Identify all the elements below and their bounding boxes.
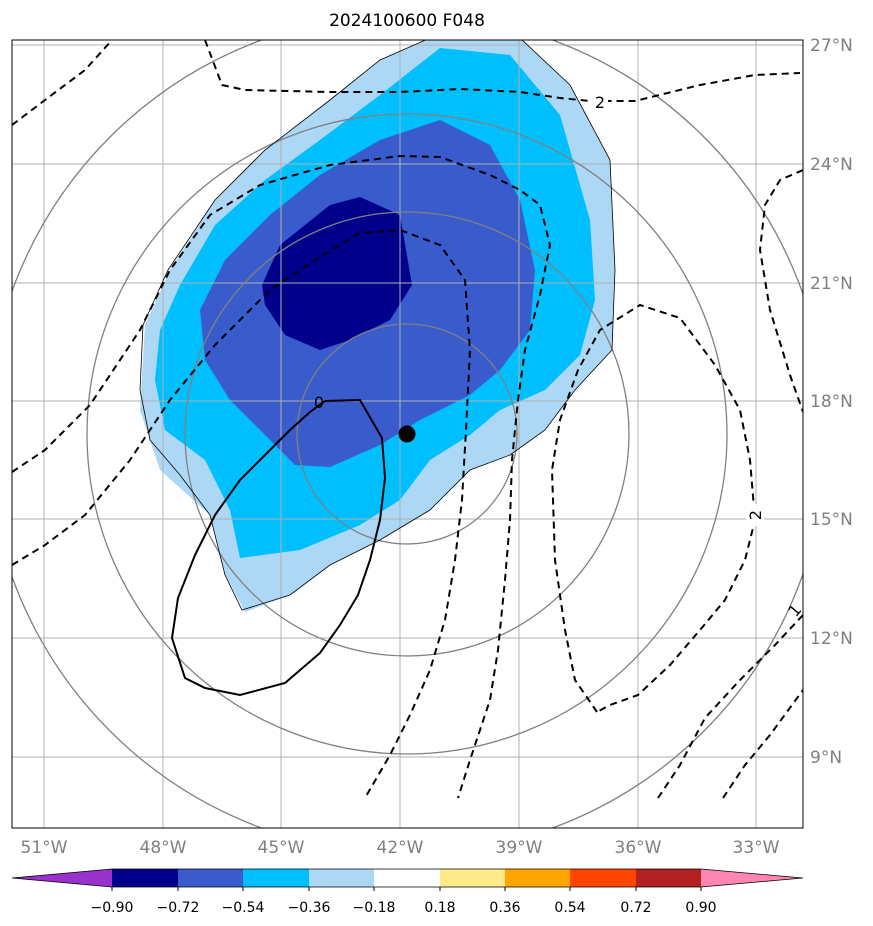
contour-label-two-right: 2 — [746, 510, 765, 520]
colorbar-extend-min — [12, 869, 112, 887]
lon-label: 33°W — [733, 838, 780, 858]
colorbar-tick-label: 0.90 — [685, 900, 716, 916]
colorbar-extend-max — [701, 869, 803, 887]
colorbar-segment — [440, 869, 505, 887]
range-rings — [12, 40, 803, 828]
colorbar-tick-label: −0.54 — [222, 900, 265, 916]
latitude-labels: 27°N 24°N 21°N 18°N 15°N 12°N 9°N — [810, 36, 853, 768]
zero-contour — [170, 398, 387, 697]
lat-label: 12°N — [810, 629, 853, 649]
colorbar-segment — [309, 869, 374, 887]
colorbar-tick-label: −0.36 — [288, 900, 331, 916]
colorbar-segment — [178, 869, 243, 887]
map-frame — [11, 39, 804, 829]
colorbar-tick-label: 0.72 — [620, 900, 651, 916]
lon-label: 48°W — [140, 838, 187, 858]
map-panel: 0 2 2 1 — [12, 40, 805, 828]
contour-label-one-right: 1 — [784, 600, 805, 620]
lat-label: 15°N — [810, 510, 853, 530]
colorbar-tick-label: 0.54 — [554, 900, 585, 916]
colorbar-segment — [636, 869, 701, 887]
colorbar-segment — [374, 869, 440, 887]
colorbar-tick-label: 0.36 — [489, 900, 520, 916]
colorbar-tick-label: −0.72 — [157, 900, 200, 916]
storm-center-marker — [398, 425, 416, 443]
shaded-outline — [139, 40, 616, 611]
colorbar-segment — [112, 869, 178, 887]
lat-label: 21°N — [810, 274, 853, 294]
lon-label: 36°W — [615, 838, 662, 858]
colorbar-segment — [505, 869, 570, 887]
lat-label: 24°N — [810, 155, 853, 175]
fill-band-dark — [262, 197, 412, 350]
lat-label: 27°N — [810, 36, 853, 56]
gridlines — [12, 40, 803, 828]
lon-label: 42°W — [377, 838, 424, 858]
longitude-labels: 51°W 48°W 45°W 42°W 39°W 36°W 33°W — [21, 838, 780, 858]
colorbar-tick-label: −0.90 — [91, 900, 134, 916]
dashed-contours — [12, 40, 803, 799]
colorbar-tick-label: 0.18 — [424, 900, 455, 916]
contour-label-two-top: 2 — [595, 93, 605, 112]
lon-label: 51°W — [21, 838, 68, 858]
contour-label-zero: 0 — [314, 393, 324, 412]
colorbar-segment — [570, 869, 636, 887]
lon-label: 45°W — [258, 838, 305, 858]
colorbar-segment — [243, 869, 309, 887]
lat-label: 18°N — [810, 392, 853, 412]
colorbar-tick-labels: −0.90 −0.72 −0.54 −0.36 −0.18 0.18 0.36 … — [91, 900, 717, 916]
lon-label: 39°W — [496, 838, 543, 858]
figure-title: 2024100600 F048 — [329, 11, 485, 31]
colorbar-tick-label: −0.18 — [353, 900, 396, 916]
lat-label: 9°N — [810, 748, 842, 768]
colorbar — [11, 868, 804, 891]
